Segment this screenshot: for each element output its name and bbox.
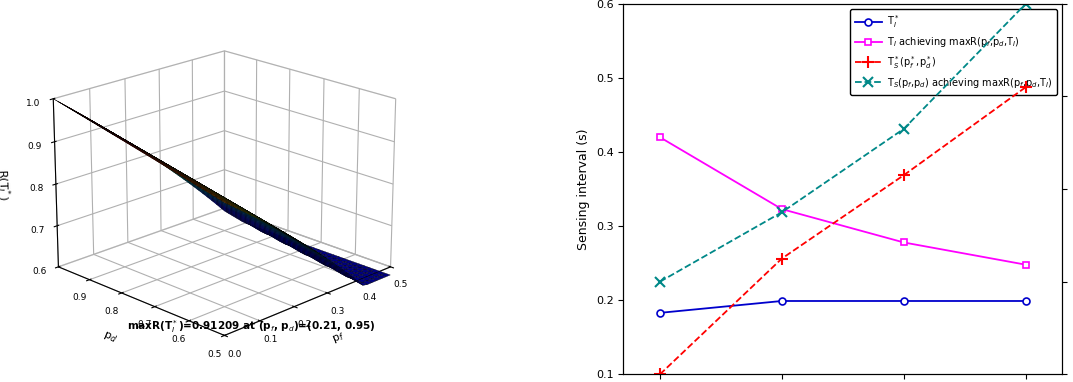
Y-axis label: p$_d$: p$_d$ [101,329,119,346]
Y-axis label: Sensing interval (s): Sensing interval (s) [577,128,590,250]
X-axis label: p$_f$: p$_f$ [330,330,348,346]
Legend: T$_I^*$, T$_I$ achieving maxR(p$_f$,p$_d$,T$_I$), T$_S^*$(p$_f^*$,p$_d^*$), T$_S: T$_I^*$, T$_I$ achieving maxR(p$_f$,p$_d… [850,9,1057,95]
Text: maxR(T$_I^*$)=0.91209 at (p$_f$, p$_d$)=(0.21, 0.95): maxR(T$_I^*$)=0.91209 at (p$_f$, p$_d$)=… [127,318,376,335]
